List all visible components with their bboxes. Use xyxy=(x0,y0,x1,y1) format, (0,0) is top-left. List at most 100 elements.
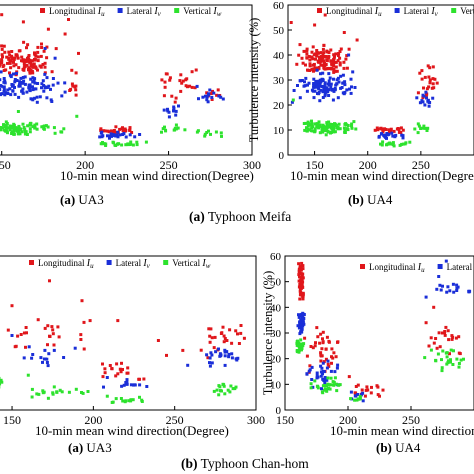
data-point xyxy=(35,127,39,131)
data-point xyxy=(138,395,141,399)
data-point xyxy=(1,126,4,130)
data-point xyxy=(334,65,338,69)
data-point xyxy=(123,127,127,131)
data-point xyxy=(30,395,34,399)
data-point xyxy=(295,343,299,347)
data-point xyxy=(164,72,168,76)
data-point xyxy=(418,101,422,105)
data-point xyxy=(0,64,1,68)
data-point xyxy=(36,55,40,59)
data-point xyxy=(45,96,49,100)
data-point xyxy=(452,349,455,353)
data-point xyxy=(300,79,304,82)
data-point xyxy=(52,385,56,389)
data-point xyxy=(441,349,445,353)
data-point xyxy=(330,361,333,365)
y-tick-label: 0 xyxy=(276,405,282,417)
data-point xyxy=(429,336,433,340)
data-point xyxy=(32,65,36,69)
data-point xyxy=(25,46,28,50)
data-point xyxy=(210,361,214,365)
data-point xyxy=(299,318,303,322)
data-point xyxy=(319,63,323,67)
data-point xyxy=(179,73,183,77)
data-point xyxy=(46,364,50,368)
data-point xyxy=(0,84,3,88)
data-point xyxy=(364,388,368,392)
data-point xyxy=(438,283,442,287)
data-point xyxy=(109,129,113,133)
y-tick-label: 10 xyxy=(273,125,285,137)
data-point xyxy=(309,382,313,386)
data-point xyxy=(126,366,130,370)
data-point xyxy=(380,127,384,131)
data-point xyxy=(311,346,315,350)
data-point xyxy=(40,86,43,90)
data-point xyxy=(80,299,84,303)
data-point xyxy=(220,134,223,138)
data-point xyxy=(319,354,323,358)
data-point xyxy=(316,375,320,379)
data-point xyxy=(3,93,7,97)
data-point xyxy=(105,394,109,398)
data-point xyxy=(20,130,24,134)
data-point xyxy=(298,287,302,291)
data-point xyxy=(219,131,223,135)
data-point xyxy=(319,54,323,58)
data-point xyxy=(434,337,438,340)
legend-marker xyxy=(117,8,123,13)
data-point xyxy=(331,59,335,63)
data-point xyxy=(427,104,431,108)
data-point xyxy=(441,284,444,288)
data-point xyxy=(116,130,120,134)
data-point xyxy=(321,130,325,134)
data-point xyxy=(99,128,103,132)
data-point xyxy=(111,140,115,144)
data-point xyxy=(334,382,338,386)
data-point xyxy=(307,55,311,58)
data-point xyxy=(63,81,67,85)
data-point xyxy=(168,76,172,80)
data-point xyxy=(128,126,132,130)
data-point xyxy=(355,38,359,42)
data-point xyxy=(210,336,214,340)
data-point xyxy=(176,126,180,130)
data-point xyxy=(319,370,323,374)
data-point xyxy=(332,68,336,72)
data-point xyxy=(0,58,4,62)
legend-entry-label: Vertical Iw xyxy=(172,258,211,270)
data-point xyxy=(467,290,471,294)
data-point xyxy=(446,361,450,365)
data-point xyxy=(300,327,304,331)
data-point xyxy=(7,126,11,130)
data-point xyxy=(223,348,227,352)
data-point xyxy=(50,70,54,74)
data-point xyxy=(312,77,316,81)
data-point xyxy=(435,81,439,85)
data-point xyxy=(207,129,210,133)
data-point xyxy=(205,95,209,99)
data-point xyxy=(207,92,210,96)
plot-frame xyxy=(0,4,253,156)
data-point xyxy=(299,338,303,342)
data-point xyxy=(23,127,27,131)
data-point xyxy=(377,134,381,138)
data-point xyxy=(330,347,334,351)
data-point xyxy=(310,50,314,54)
data-point xyxy=(45,361,49,364)
data-point xyxy=(58,388,62,392)
data-point xyxy=(122,383,126,387)
data-point xyxy=(22,331,26,335)
data-point xyxy=(314,341,317,345)
data-point xyxy=(27,345,31,349)
data-point xyxy=(60,390,64,394)
data-point xyxy=(24,345,27,349)
data-point xyxy=(310,119,313,123)
data-point xyxy=(338,63,342,67)
data-point xyxy=(0,70,3,74)
y-tick-label: 60 xyxy=(270,251,282,263)
data-point xyxy=(131,398,135,402)
data-point xyxy=(348,87,351,91)
legend-entry-label: Lateral Iv xyxy=(404,6,439,18)
data-point xyxy=(184,78,188,82)
